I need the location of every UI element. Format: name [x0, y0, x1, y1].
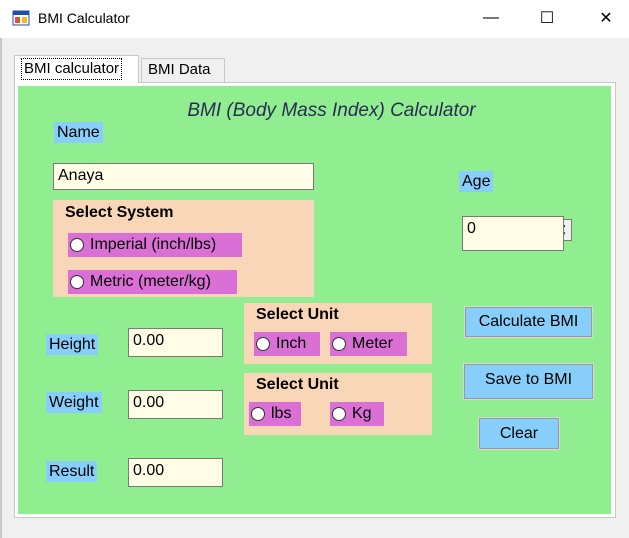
- tab-label: BMI Data: [148, 61, 211, 78]
- result-label: Result: [46, 461, 98, 482]
- height-label: Height: [46, 334, 99, 355]
- result-output[interactable]: 0.00: [128, 458, 223, 487]
- radio-meter[interactable]: Meter: [330, 332, 407, 356]
- radio-metric[interactable]: Metric (meter/kg): [68, 270, 237, 294]
- radio-icon: [251, 407, 265, 421]
- tab-bmi-data[interactable]: BMI Data: [141, 58, 225, 82]
- radio-icon: [332, 407, 346, 421]
- height-input[interactable]: 0.00: [128, 328, 223, 357]
- radio-label: lbs: [271, 405, 292, 422]
- window-border: [0, 38, 2, 538]
- weight-unit-title: Select Unit: [256, 376, 339, 393]
- radio-label: Inch: [276, 335, 307, 352]
- radio-icon: [332, 337, 346, 351]
- minimize-icon: —: [483, 9, 499, 26]
- clear-button[interactable]: Clear: [478, 417, 560, 450]
- title-bar[interactable]: [0, 0, 629, 38]
- radio-icon: [70, 275, 84, 289]
- weight-input[interactable]: 0.00: [128, 390, 223, 419]
- minimize-button[interactable]: —: [468, 0, 514, 36]
- radio-label: Meter: [352, 335, 393, 352]
- tab-label: BMI calculator: [21, 58, 123, 80]
- radio-inch[interactable]: Inch: [254, 332, 320, 356]
- radio-label: Metric (meter/kg): [90, 273, 211, 290]
- system-group-title: Select System: [65, 204, 174, 221]
- calculate-bmi-button[interactable]: Calculate BMI: [464, 306, 593, 338]
- radio-icon: [256, 337, 270, 351]
- radio-lbs[interactable]: lbs: [249, 402, 301, 426]
- age-stepper[interactable]: 0 ▲ ▼: [462, 216, 576, 251]
- radio-kg[interactable]: Kg: [330, 402, 384, 426]
- age-label: Age: [459, 171, 494, 192]
- name-input[interactable]: Anaya: [53, 163, 314, 190]
- radio-icon: [70, 238, 84, 252]
- age-value[interactable]: 0: [462, 216, 564, 251]
- radio-label: Kg: [352, 405, 372, 422]
- app-icon: [12, 10, 30, 26]
- window-title: BMI Calculator: [38, 10, 130, 26]
- radio-label: Imperial (inch/lbs): [90, 236, 217, 253]
- weight-label: Weight: [46, 392, 102, 413]
- maximize-button[interactable]: ☐: [524, 0, 570, 36]
- name-label: Name: [54, 122, 103, 143]
- calculator-panel: [18, 86, 611, 514]
- radio-imperial[interactable]: Imperial (inch/lbs): [68, 233, 242, 257]
- form-heading: BMI (Body Mass Index) Calculator: [187, 100, 476, 121]
- save-to-bmi-button[interactable]: Save to BMI: [463, 363, 594, 400]
- tab-bmi-calculator[interactable]: BMI calculator: [14, 55, 139, 83]
- height-unit-title: Select Unit: [256, 306, 339, 323]
- maximize-icon: ☐: [539, 10, 555, 27]
- close-icon: ✕: [599, 10, 613, 27]
- close-button[interactable]: ✕: [583, 0, 629, 36]
